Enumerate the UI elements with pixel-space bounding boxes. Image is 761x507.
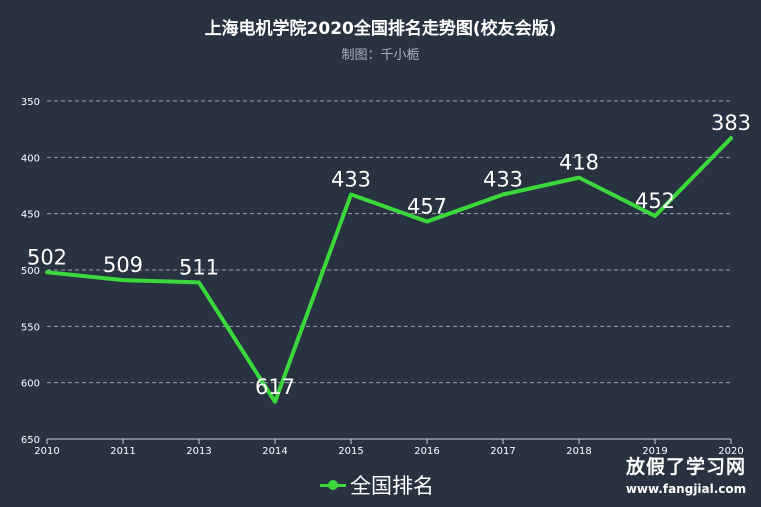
y-tick-label: 350 [21, 97, 40, 108]
data-point [121, 278, 125, 282]
data-label: 511 [179, 255, 219, 279]
data-point [45, 270, 49, 274]
data-label: 452 [635, 189, 675, 213]
watermark-main: 放假了学习网 [625, 456, 746, 478]
chart-title: 上海电机学院2020全国排名走势图(校友会版) [204, 19, 557, 39]
x-tick-label: 2013 [186, 446, 211, 457]
legend-label: 全国排名 [350, 474, 434, 498]
data-label: 509 [103, 253, 143, 277]
data-label: 457 [407, 195, 447, 219]
x-tick-label: 2018 [566, 446, 591, 457]
data-point [197, 280, 201, 284]
watermark-url: www.fangjial.com [625, 482, 747, 496]
x-tick-label: 2016 [414, 446, 439, 457]
data-label: 433 [483, 168, 523, 192]
data-point [425, 220, 429, 224]
y-tick-label: 400 [21, 153, 40, 164]
x-tick-label: 2020 [718, 446, 743, 457]
x-tick-label: 2011 [110, 446, 135, 457]
x-tick-label: 2014 [262, 446, 287, 457]
y-tick-label: 450 [21, 210, 40, 221]
data-point [577, 176, 581, 180]
data-point [273, 400, 277, 404]
x-tick-label: 2015 [338, 446, 363, 457]
data-point [653, 214, 657, 218]
watermark: 放假了学习网 www.fangjial.com [616, 452, 756, 496]
y-tick-label: 650 [21, 435, 40, 446]
data-point [729, 136, 733, 140]
data-label: 502 [27, 245, 67, 269]
data-label: 418 [559, 151, 599, 175]
data-point [501, 193, 505, 197]
y-tick-label: 550 [21, 322, 40, 333]
data-label: 433 [331, 168, 371, 192]
y-tick-label: 600 [21, 379, 40, 390]
data-point [349, 193, 353, 197]
legend-marker-icon [320, 476, 346, 494]
data-label: 617 [255, 375, 295, 399]
data-label: 383 [711, 111, 751, 135]
x-tick-label: 2010 [34, 446, 59, 457]
legend[interactable]: 全国排名 [320, 470, 434, 500]
y-tick-label: 500 [21, 266, 40, 277]
x-tick-label: 2017 [490, 446, 515, 457]
chart-subtitle: 制图：千小栀 [341, 48, 420, 63]
series-line [45, 136, 733, 404]
x-tick-label: 2019 [642, 446, 667, 457]
